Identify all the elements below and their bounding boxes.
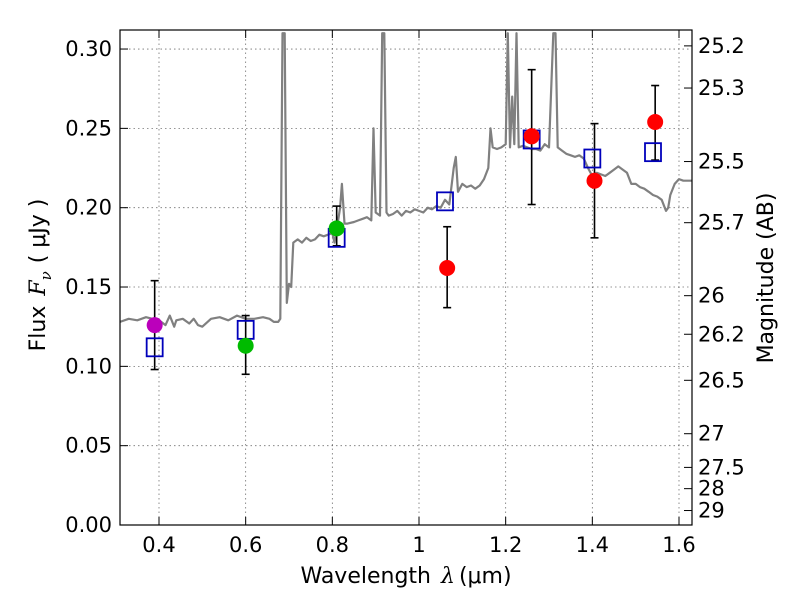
x-tick-label: 1.4 [576, 533, 609, 557]
model-square-marker [436, 191, 454, 212]
mag-tick-label: 26 [698, 284, 725, 308]
model-square-marker [644, 142, 662, 163]
model-square-marker [583, 148, 602, 169]
grid-lines [120, 30, 692, 526]
observed-circle-marker [328, 220, 345, 237]
y-axis-right-label: Magnitude (AB) [754, 193, 779, 364]
y-tick-label: 0.15 [65, 275, 112, 299]
mag-tick-label: 25.3 [698, 76, 745, 100]
observed-circle-marker [237, 337, 254, 354]
observed-circle-marker [439, 259, 456, 276]
spectrum-line [120, 32, 692, 328]
observed-circle-marker [647, 114, 664, 131]
mag-tick-label: 25.5 [698, 150, 745, 174]
y-tick-label: 0.10 [65, 354, 112, 378]
x-tick-label: 0.4 [142, 533, 175, 557]
y-tick-label: 0.05 [65, 434, 112, 458]
model-square-marker [145, 337, 164, 358]
mag-tick-label: 27.5 [698, 455, 745, 479]
x-tick-label: 0.8 [316, 533, 349, 557]
x-tick-label: 1.6 [662, 533, 695, 557]
y-tick-label: 0.00 [65, 513, 112, 537]
observed-circle-marker [146, 317, 163, 334]
mag-tick-label: 27 [698, 422, 725, 446]
mag-tick-label: 28 [698, 477, 725, 501]
errorbar-layer [150, 68, 660, 376]
mag-tick-label: 26.2 [698, 322, 745, 346]
ticks [120, 30, 692, 526]
x-tick-label: 0.6 [229, 533, 262, 557]
plot-frame [119, 29, 693, 526]
model-photometry-layer [145, 129, 662, 358]
tick-labels: 0.4 0.6 0.8 1 1.2 1.4 1.6 0.00 0.05 0.10 0.15 0.20 0… [65, 34, 745, 557]
y-tick-label: 0.20 [65, 196, 112, 220]
observed-circle-marker [523, 128, 540, 145]
y-tick-label: 0.25 [65, 116, 112, 140]
x-tick-label: 1.2 [489, 533, 522, 557]
mag-tick-label: 29 [698, 499, 725, 523]
x-axis-label: Wavelength λ (μm) [300, 564, 511, 589]
mag-tick-label: 26.5 [698, 368, 745, 392]
mag-tick-label: 25.7 [698, 211, 745, 235]
y-tick-label: 0.30 [65, 37, 112, 61]
spectrum-layer [120, 32, 692, 328]
y-axis-label: FluxFν( μJy ) [26, 199, 55, 352]
observed-photometry-layer [146, 114, 664, 354]
mag-tick-label: 25.2 [698, 34, 745, 58]
x-tick-label: 1 [412, 533, 425, 557]
observed-circle-marker [586, 172, 603, 189]
